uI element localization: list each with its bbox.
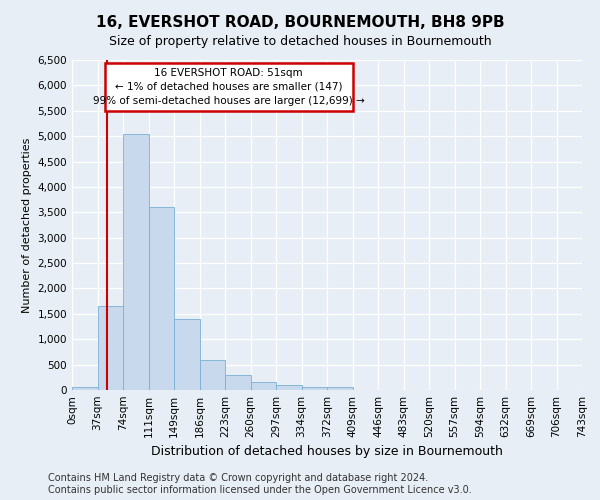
Y-axis label: Number of detached properties: Number of detached properties <box>22 138 32 312</box>
Bar <box>97 306 123 390</box>
Bar <box>327 388 353 390</box>
Bar <box>199 360 225 390</box>
Bar <box>149 207 174 390</box>
Bar <box>174 319 199 390</box>
Bar <box>276 385 302 390</box>
X-axis label: Distribution of detached houses by size in Bournemouth: Distribution of detached houses by size … <box>151 446 503 458</box>
Text: 16, EVERSHOT ROAD, BOURNEMOUTH, BH8 9PB: 16, EVERSHOT ROAD, BOURNEMOUTH, BH8 9PB <box>95 15 505 30</box>
Text: Contains HM Land Registry data © Crown copyright and database right 2024.
Contai: Contains HM Land Registry data © Crown c… <box>48 474 472 495</box>
Bar <box>123 134 149 390</box>
Bar <box>72 387 97 390</box>
FancyBboxPatch shape <box>104 62 353 111</box>
Bar <box>225 375 251 390</box>
Text: 16 EVERSHOT ROAD: 51sqm
← 1% of detached houses are smaller (147)
99% of semi-de: 16 EVERSHOT ROAD: 51sqm ← 1% of detached… <box>92 68 364 106</box>
Text: Size of property relative to detached houses in Bournemouth: Size of property relative to detached ho… <box>109 35 491 48</box>
Bar <box>302 388 327 390</box>
Bar <box>251 382 276 390</box>
